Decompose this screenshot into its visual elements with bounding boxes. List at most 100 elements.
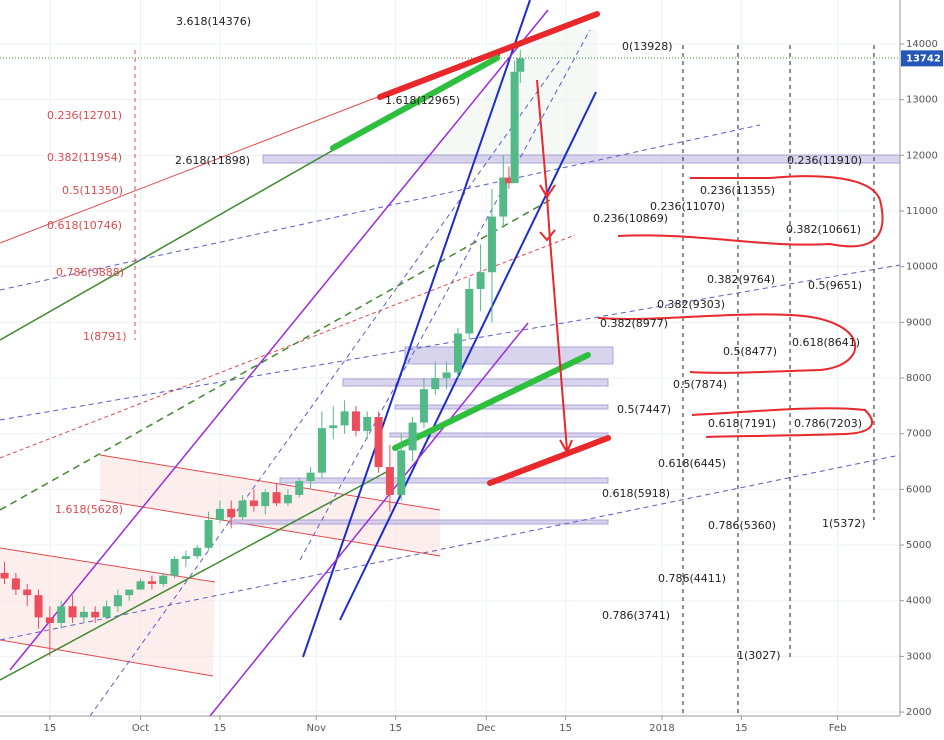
y-tick-label: 5000 [906,540,931,551]
candle-body [476,272,485,289]
fib-label: 1.618(12965) [385,94,460,107]
fib-label: 0.618(7191) [708,417,776,430]
fib-label: 0.382(9303) [657,298,725,311]
fib-label: 0.786(7203) [794,417,862,430]
fib-label: 0.618(10746) [47,219,122,232]
y-tick-label: 8000 [906,373,931,384]
candle-body [227,508,236,518]
candle-body [159,575,168,585]
candle-body [102,606,111,618]
candle-body [419,389,428,423]
x-tick-label: Dec [477,723,496,734]
candle-body [261,492,270,507]
candle-body [23,589,32,596]
x-tick-label: Oct [132,723,149,734]
candle-body [125,589,134,596]
candle-body [34,595,43,618]
fib-label: 3.618(14376) [176,15,251,28]
fib-label: 0.786(9888) [56,266,124,279]
candle-body [68,606,77,618]
fib-label: 0.236(12701) [47,109,122,122]
y-tick-label: 3000 [906,651,931,662]
fib-label: 0.786(4411) [658,572,726,585]
x-tick-label: 15 [735,723,748,734]
x-tick-label: 15 [214,723,227,734]
y-axis-panel [900,0,944,740]
candle-body [57,606,66,623]
candle-body [431,378,440,390]
y-tick-label: 9000 [906,317,931,328]
annotations: 3.618(14376) 0(13928) 1.618(12965) 0.236(12… [47,15,866,662]
candle-body [295,481,304,495]
candle-body [147,581,156,585]
candle-body [351,411,360,431]
candle-body [272,492,281,504]
fib-label: 1(5372) [822,517,866,530]
axes: 2000 3000 4000 5000 6000 7000 8000 9000 10000 110… [44,39,943,734]
candle-body [181,556,190,559]
fib-label: 0.618(6445) [658,457,726,470]
candle-body [11,578,20,590]
candle-body [340,411,349,426]
x-tick-label: 15 [44,723,57,734]
candle-body [306,472,315,482]
candle-body [363,416,372,431]
fib-label: 1(8791) [83,330,127,343]
y-tick-label: 6000 [906,484,931,495]
fib-label: 0.382(10661) [786,223,861,236]
candle-body [193,547,202,557]
candle-body [397,450,406,495]
fib-label: 0.5(8477) [723,345,777,358]
candle-body [487,216,496,273]
candle-body [499,177,508,217]
y-tick-label: 11000 [906,206,938,217]
candle-body [374,416,383,468]
y-tick-label: 4000 [906,596,931,607]
fib-label: 0.382(8977) [600,317,668,330]
candle-body [453,333,462,373]
candle-body [408,422,417,451]
candle-body [91,611,100,618]
fib-label: 0.5(7874) [673,378,727,391]
last-price-box [901,50,943,67]
fib-label: 0(13928) [622,40,673,53]
fib-label: 0.786(5360) [708,519,776,532]
candle-body [0,572,9,579]
y-tick-label: 7000 [906,429,931,440]
y-tick-label: 14000 [906,39,938,50]
fib-label: 0.618(8641) [792,336,860,349]
fib-label: 0.618(5918) [602,487,670,500]
candle-body [317,428,326,473]
fib-label: 0.5(9651) [808,279,862,292]
y-tick-label: 13000 [906,95,938,106]
y-tick-label: 2000 [906,707,931,718]
x-tick-label: 15 [559,723,572,734]
fib-label: 0.5(7447) [617,403,671,416]
candle-body [385,467,394,495]
candle-body [79,611,88,618]
candle-body [283,494,292,504]
x-tick-label: 15 [389,723,402,734]
fib-label: 2.618(11898) [175,154,250,167]
fib-label: 0.382(11954) [47,151,122,164]
x-tick-label: Nov [306,723,326,734]
candle-body [465,288,474,334]
fib-label: 0.5(11350) [62,184,123,197]
x-tick-label: Feb [829,723,847,734]
candle-body [136,581,145,590]
fib-label: 1(3027) [737,649,781,662]
candle-body [204,519,213,548]
candle-body [504,177,513,184]
fib-label: 0.236(11070) [650,200,725,213]
candle-body [442,372,451,379]
candle-body [516,58,525,72]
candles [0,49,525,657]
x-tick-label: 2018 [649,723,674,734]
candle-body [113,595,122,607]
y-tick-label: 12000 [906,150,938,161]
fib-label: 0.236(10869) [593,212,668,225]
fib-label: 0.786(3741) [602,609,670,622]
fib-label: 0.236(11910) [787,154,862,167]
fib-label: 0.382(9764) [707,273,775,286]
candle-body [249,500,258,507]
